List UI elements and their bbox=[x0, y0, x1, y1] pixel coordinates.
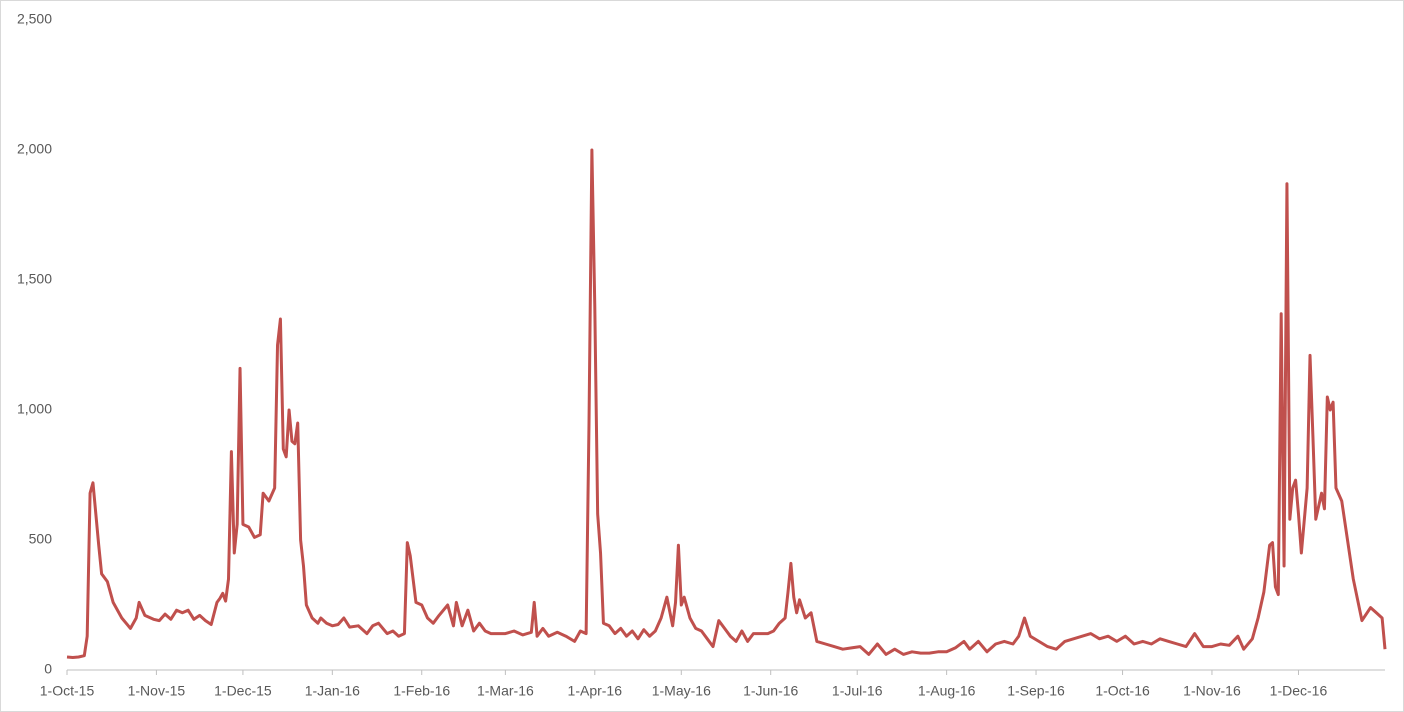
x-tick-label: 1-Jan-16 bbox=[305, 683, 360, 699]
x-tick-label: 1-Oct-15 bbox=[40, 683, 95, 699]
x-tick-label: 1-Sep-16 bbox=[1007, 683, 1065, 699]
y-tick-label: 0 bbox=[44, 661, 52, 677]
x-tick-label: 1-May-16 bbox=[652, 683, 711, 699]
x-tick-label: 1-Jun-16 bbox=[743, 683, 798, 699]
y-tick-label: 1,000 bbox=[17, 401, 52, 417]
y-tick-label: 1,500 bbox=[17, 271, 52, 287]
y-tick-label: 500 bbox=[29, 531, 53, 547]
data-line bbox=[66, 148, 1387, 660]
x-tick-label: 1-Dec-15 bbox=[214, 683, 272, 699]
y-tick-label: 2,000 bbox=[17, 141, 52, 157]
y-tick-label: 2,500 bbox=[17, 11, 52, 27]
x-tick-label: 1-Nov-15 bbox=[128, 683, 186, 699]
x-tick-label: 1-Nov-16 bbox=[1183, 683, 1241, 699]
x-tick-label: 1-Feb-16 bbox=[393, 683, 450, 699]
x-tick-label: 1-Apr-16 bbox=[568, 683, 623, 699]
x-tick-label: 1-Mar-16 bbox=[477, 683, 534, 699]
x-tick-label: 1-Dec-16 bbox=[1270, 683, 1328, 699]
x-tick-label: 1-Oct-16 bbox=[1095, 683, 1150, 699]
x-tick-label: 1-Aug-16 bbox=[918, 683, 976, 699]
x-tick-label: 1-Jul-16 bbox=[832, 683, 883, 699]
